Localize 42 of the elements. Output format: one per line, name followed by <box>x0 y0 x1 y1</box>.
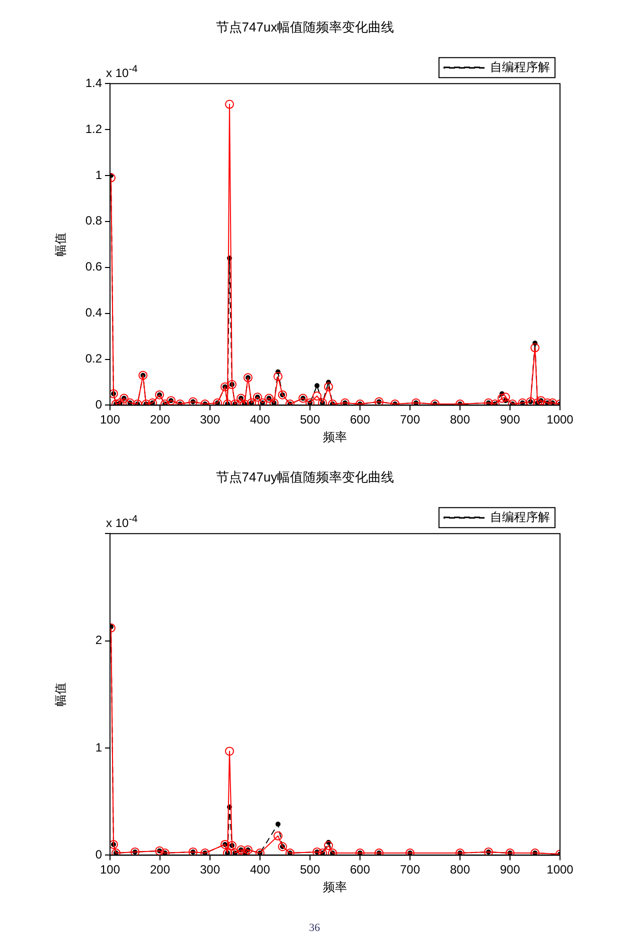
x-tick-label: 1000 <box>546 412 574 427</box>
text: x 10$^{-4}$ <box>106 64 138 80</box>
y-axis-title: 幅值 <box>54 232 68 256</box>
chart-title: 节点747uy幅值随频率变化曲线 <box>216 469 394 484</box>
x-tick-label: 800 <box>450 862 470 877</box>
x-tick-label: 500 <box>300 862 320 877</box>
x-tick-label: 400 <box>250 862 270 877</box>
y-tick-label: 1.4 <box>85 76 102 90</box>
y-tick-label: 1 <box>95 168 102 182</box>
x-tick-label: 300 <box>200 412 220 427</box>
y-tick-label: 1 <box>95 740 102 754</box>
x-tick-label: 700 <box>400 862 420 877</box>
x-tick-label: 600 <box>350 862 370 877</box>
x-tick-label: 100 <box>100 862 120 877</box>
x-tick-label: 1000 <box>546 862 574 877</box>
y-tick-label: 0.8 <box>85 214 102 228</box>
x-tick-label: 900 <box>500 862 520 877</box>
y-tick-label: 0.2 <box>85 352 102 366</box>
y-tick-label: 1.2 <box>85 122 102 136</box>
y-tick-label: 2 <box>95 633 102 648</box>
chart-title: 节点747ux幅值随频率变化曲线 <box>216 19 394 34</box>
y-tick-label: 0.4 <box>85 306 102 320</box>
x-axis-title: 频率 <box>323 880 347 894</box>
y-tick-label: 0.6 <box>85 260 102 274</box>
x-tick-label: 400 <box>250 412 270 427</box>
x-tick-label: 200 <box>150 862 170 877</box>
x-tick-label: 300 <box>200 862 220 877</box>
x-tick-label: 100 <box>100 412 120 427</box>
y-tick-label: 0 <box>95 398 102 412</box>
x-axis-title: 频率 <box>323 430 347 444</box>
x-tick-label: 200 <box>150 412 170 427</box>
x-tick-label: 600 <box>350 412 370 427</box>
x-tick-label: 900 <box>500 412 520 427</box>
y-axis-title: 幅值 <box>54 682 68 706</box>
x-tick-label: 800 <box>450 412 470 427</box>
legend-label: 自编程序解 <box>490 60 550 74</box>
x-tick-label: 500 <box>300 412 320 427</box>
text: x 10$^{-4}$ <box>106 514 138 530</box>
x-tick-label: 700 <box>400 412 420 427</box>
legend-label: 自编程序解 <box>490 510 550 524</box>
y-tick-label: 0 <box>95 848 102 862</box>
text: 36 <box>308 922 321 934</box>
